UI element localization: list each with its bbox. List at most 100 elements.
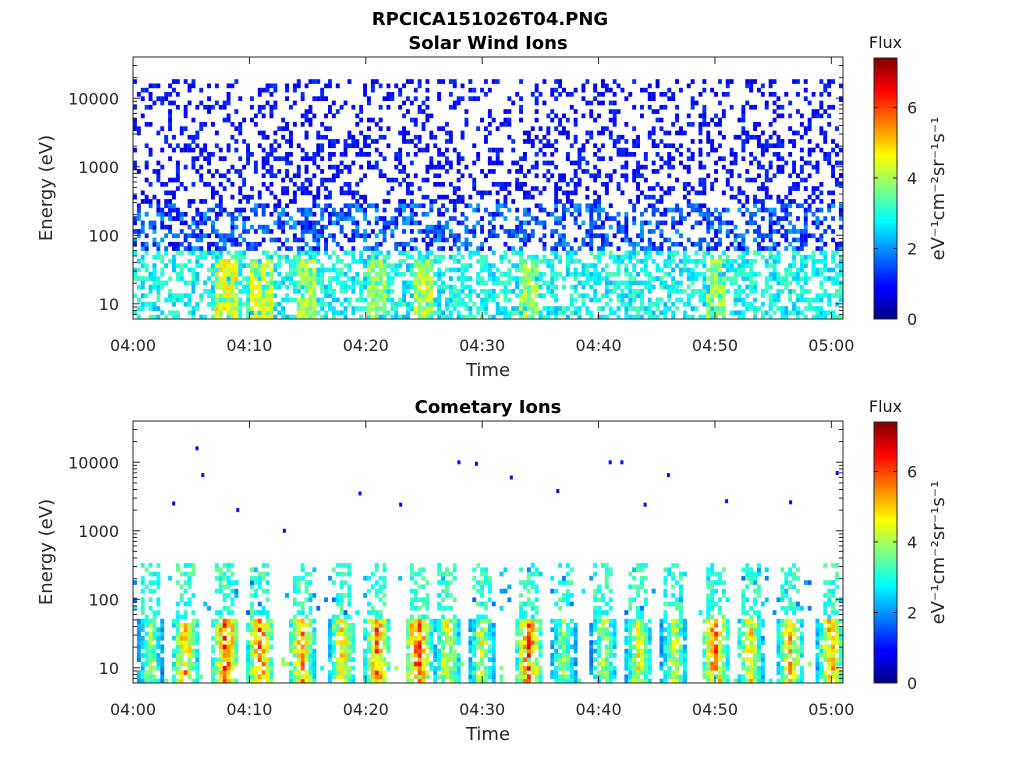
heatmap-cell xyxy=(620,254,625,260)
heatmap-cell xyxy=(402,250,406,256)
heatmap-cell xyxy=(363,199,367,204)
heatmap-cell xyxy=(530,297,535,303)
heatmap-cell xyxy=(429,164,434,170)
heatmap-cell xyxy=(187,100,192,106)
heatmap-cell xyxy=(374,122,379,127)
heatmap-cell xyxy=(585,186,590,191)
heatmap-cell xyxy=(152,665,157,671)
heatmap-cell xyxy=(222,571,227,577)
heatmap-cell xyxy=(706,284,711,290)
heatmap-cell xyxy=(335,597,340,603)
heatmap-cell xyxy=(807,117,812,123)
heatmap-cell xyxy=(655,220,660,226)
heatmap-cell xyxy=(304,571,309,577)
heatmap-cell xyxy=(718,156,722,161)
heatmap-cell xyxy=(191,678,196,684)
heatmap-cell xyxy=(335,211,340,217)
heatmap-cell xyxy=(195,661,200,667)
heatmap-cell xyxy=(175,618,180,624)
heatmap-cell xyxy=(160,618,165,624)
heatmap-cell xyxy=(398,207,403,213)
heatmap-cell xyxy=(655,83,660,89)
heatmap-cell xyxy=(784,233,789,239)
heatmap-cell xyxy=(445,237,449,243)
heatmap-cell xyxy=(312,156,317,161)
heatmap-cell xyxy=(792,254,796,260)
heatmap-cell xyxy=(265,156,270,161)
heatmap-cell xyxy=(480,297,484,303)
heatmap-cell xyxy=(441,126,445,131)
heatmap-cell xyxy=(238,199,243,204)
heatmap-cell xyxy=(160,211,165,217)
heatmap-cell xyxy=(811,186,816,191)
heatmap-cell xyxy=(464,109,469,114)
heatmap-cell xyxy=(573,207,578,213)
heatmap-cell xyxy=(257,293,262,298)
heatmap-cell xyxy=(429,229,434,234)
heatmap-cell xyxy=(573,306,578,311)
heatmap-cell xyxy=(183,237,188,243)
heatmap-cell xyxy=(675,306,679,311)
heatmap-cell xyxy=(312,306,317,311)
heatmap-cell xyxy=(760,233,765,239)
heatmap-cell xyxy=(823,254,828,260)
heatmap-cell xyxy=(640,237,644,243)
heatmap-cell xyxy=(261,610,266,615)
heatmap-cell xyxy=(721,259,726,264)
heatmap-cell xyxy=(624,271,629,277)
heatmap-cell xyxy=(316,194,321,200)
heatmap-cell xyxy=(464,284,469,290)
heatmap-cell xyxy=(807,122,812,127)
heatmap-cell xyxy=(218,207,223,213)
heatmap-cell xyxy=(651,314,656,320)
heatmap-cell xyxy=(569,160,574,166)
heatmap-cell xyxy=(542,259,547,264)
heatmap-cell xyxy=(238,280,243,286)
heatmap-cell xyxy=(729,220,734,226)
heatmap-cell xyxy=(838,203,843,209)
heatmap-cell xyxy=(296,301,301,307)
heatmap-cell xyxy=(296,640,301,645)
heatmap-cell xyxy=(296,601,301,607)
heatmap-cell xyxy=(667,160,672,166)
heatmap-cell xyxy=(647,284,652,290)
heatmap-cell xyxy=(343,143,348,149)
heatmap-cell xyxy=(386,224,391,230)
heatmap-cell xyxy=(394,216,399,221)
heatmap-cell xyxy=(160,631,165,637)
heatmap-cell xyxy=(218,571,223,577)
heatmap-cell xyxy=(776,156,781,161)
heatmap-cell xyxy=(523,229,527,234)
heatmap-cell xyxy=(437,289,442,294)
heatmap-cell xyxy=(277,126,282,131)
heatmap-cell xyxy=(281,310,286,316)
heatmap-cell xyxy=(480,117,484,123)
heatmap-cell xyxy=(289,640,293,645)
heatmap-cell xyxy=(690,156,695,161)
heatmap-cell xyxy=(632,220,637,226)
heatmap-cell xyxy=(737,314,742,320)
heatmap-cell xyxy=(694,241,699,247)
heatmap-cell xyxy=(819,250,824,256)
heatmap-cell xyxy=(491,229,496,234)
heatmap-cell xyxy=(757,229,761,234)
heatmap-cell xyxy=(429,207,434,213)
heatmap-cell xyxy=(429,284,434,290)
heatmap-cell xyxy=(191,306,196,311)
heatmap-cell xyxy=(304,301,309,307)
heatmap-cell xyxy=(292,618,297,624)
heatmap-cell xyxy=(608,250,613,256)
heatmap-cell xyxy=(328,126,332,131)
heatmap-cell xyxy=(484,259,488,264)
heatmap-cell xyxy=(581,147,586,153)
heatmap-cell xyxy=(253,593,258,598)
heatmap-cell xyxy=(569,211,574,217)
heatmap-cell xyxy=(784,194,789,200)
heatmap-cell xyxy=(589,100,594,106)
heatmap-cell xyxy=(257,203,262,209)
heatmap-cell xyxy=(772,211,777,217)
heatmap-cell xyxy=(550,109,555,114)
heatmap-cell xyxy=(148,152,153,157)
heatmap-cell xyxy=(246,199,250,204)
heatmap-cell xyxy=(667,190,672,196)
